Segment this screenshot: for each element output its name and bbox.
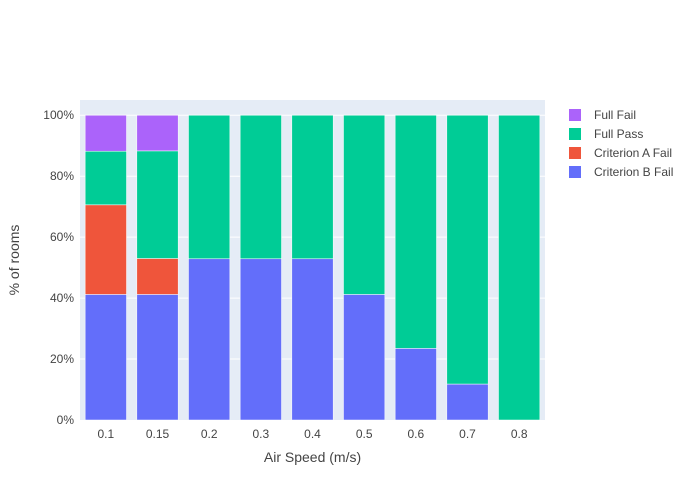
x-tick-label: 0.2 [201,427,218,441]
bar-segment [394,114,437,349]
legend-label[interactable]: Criterion B Fail [594,165,673,179]
x-tick-label: 0.6 [407,427,424,441]
x-axis-ticks: 0.1 0.15 0.2 0.3 0.4 0.5 0.6 0.7 0.8 [97,427,527,441]
x-tick-label: 0.15 [146,427,170,441]
bar-segment [84,150,127,206]
legend-label[interactable]: Criterion A Fail [594,146,672,160]
legend-label[interactable]: Full Fail [594,108,636,122]
bar-segment [84,204,127,295]
y-axis-title: % of rooms [6,225,22,296]
bar-segment [84,294,127,421]
bar-segment [343,294,386,421]
bars [84,114,541,421]
x-tick-label: 0.1 [97,427,114,441]
bar-segment [394,348,437,421]
bar-segment [188,258,231,421]
y-axis-ticks: 0% 20% 40% 60% 80% 100% [43,108,74,427]
bar-segment [136,150,179,259]
x-tick-label: 0.5 [356,427,373,441]
x-tick-label: 0.3 [252,427,269,441]
bar-segment [84,114,127,152]
bar-segment [239,258,282,421]
x-axis-title: Air Speed (m/s) [264,449,361,465]
bar-segment [343,114,386,295]
legend-label[interactable]: Full Pass [594,127,643,141]
bar-segment [498,114,541,421]
bar-segment [446,383,489,421]
x-tick-label: 0.7 [459,427,476,441]
y-tick-label: 60% [50,230,74,244]
bar-segment [446,114,489,385]
bar-segment [136,258,179,295]
y-tick-label: 100% [43,108,74,122]
legend-swatch[interactable] [569,109,581,121]
y-tick-label: 40% [50,291,74,305]
legend-swatch[interactable] [569,147,581,159]
legend: Full Fail Full Pass Criterion A Fail Criter… [569,108,673,179]
legend-swatch[interactable] [569,166,581,178]
y-tick-label: 0% [57,413,75,427]
bar-segment [239,114,282,260]
legend-swatch[interactable] [569,128,581,140]
y-tick-label: 20% [50,352,74,366]
bar-segment [291,114,334,260]
x-tick-label: 0.8 [511,427,528,441]
bar-segment [136,114,179,152]
bar-segment [136,294,179,421]
y-tick-label: 80% [50,169,74,183]
bar-segment [291,258,334,421]
bar-segment [188,114,231,260]
x-tick-label: 0.4 [304,427,321,441]
